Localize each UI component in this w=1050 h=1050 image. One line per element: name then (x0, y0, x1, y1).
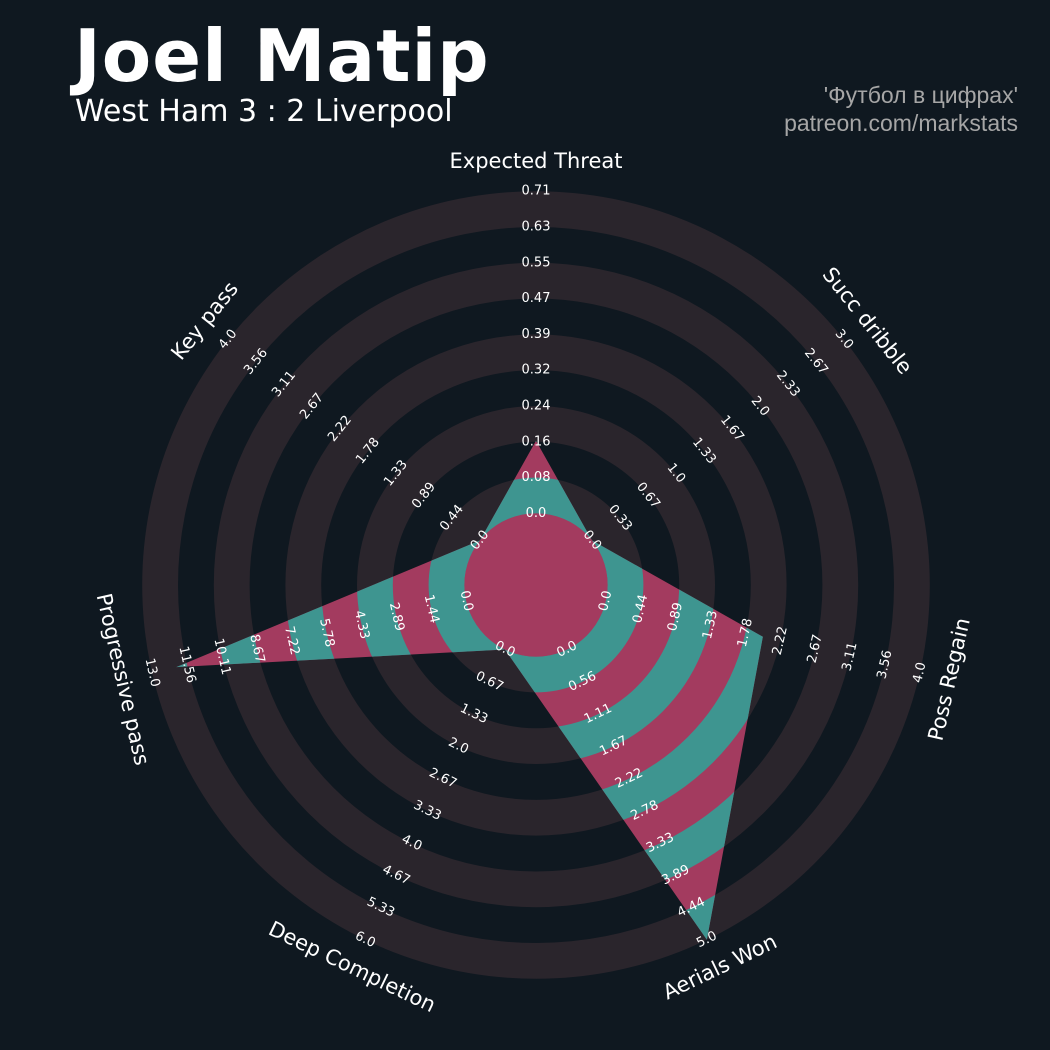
radar-tick-label: 0.0 (596, 589, 615, 613)
credit-source: 'Футбол в цифрах' (823, 82, 1018, 108)
radar-tick-label: 0.32 (522, 363, 551, 378)
radar-tick-label: 1.44 (421, 593, 442, 625)
radar-tick-label: 13.0 (142, 657, 163, 689)
radar-tick-label: 0.0 (526, 506, 547, 521)
radar-tick-label: 0.55 (522, 255, 551, 270)
radar-axis-label: Expected Threat (450, 149, 623, 173)
radar-tick-label: 2.89 (386, 601, 407, 633)
radar-tick-label: 4.33 (351, 609, 372, 641)
radar-tick-label: 2.22 (770, 625, 791, 657)
radar-tick-label: 0.89 (665, 601, 686, 633)
radar-tick-label: 3.56 (874, 649, 895, 681)
radar-tick-label: 0.71 (522, 184, 551, 199)
radar-tick-label: 1.78 (735, 617, 756, 649)
radar-center-disc (464, 513, 608, 657)
radar-tick-label: 0.63 (522, 220, 551, 235)
radar-tick-label: 0.16 (522, 434, 551, 449)
radar-tick-label: 0.08 (522, 470, 551, 485)
match-subtitle: West Ham 3 : 2 Liverpool (75, 94, 453, 129)
radar-tick-label: 1.33 (700, 609, 721, 641)
radar-tick-label: 0.39 (522, 327, 551, 342)
credit-url: patreon.com/markstats (784, 110, 1018, 136)
radar-tick-label: 2.67 (805, 633, 826, 665)
radar-tick-label: 0.0 (457, 589, 476, 613)
radar-tick-label: 7.22 (281, 625, 302, 657)
radar-tick-label: 5.78 (316, 617, 337, 649)
radar-tick-label: 4.0 (910, 661, 929, 685)
radar-tick-label: 0.24 (522, 399, 551, 414)
radar-tick-label: 3.11 (840, 641, 861, 673)
radar-axis-label: Poss Regain (924, 616, 975, 743)
radar-tick-label: 0.47 (522, 291, 551, 306)
radar-tick-label: 8.67 (246, 633, 267, 665)
player-name-title: Joel Matip (74, 14, 490, 98)
radar-tick-label: 0.44 (630, 593, 651, 625)
